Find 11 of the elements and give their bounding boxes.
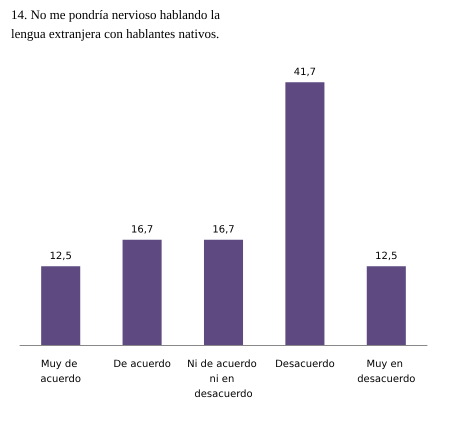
data-label: 16,7 [212, 224, 235, 236]
data-label: 16,7 [130, 224, 154, 236]
data-label: 41,7 [294, 66, 316, 78]
x-tick-label: Muy en desacuerdo [357, 359, 416, 385]
data-label: 12,5 [375, 250, 398, 262]
data-label: 12,5 [50, 250, 72, 262]
chart-title: 14. No me pondría nervioso hablando la lengua extranjera con hablantes nativos. [11, 7, 224, 41]
x-tick-label: De acuerdo [113, 359, 171, 370]
x-tick-label: Desacuerdo [275, 359, 335, 370]
x-tick-label: Ni de acuerdo ni en desacuerdo [187, 359, 260, 400]
x-tick-label: Muy de acuerdo [40, 359, 81, 385]
